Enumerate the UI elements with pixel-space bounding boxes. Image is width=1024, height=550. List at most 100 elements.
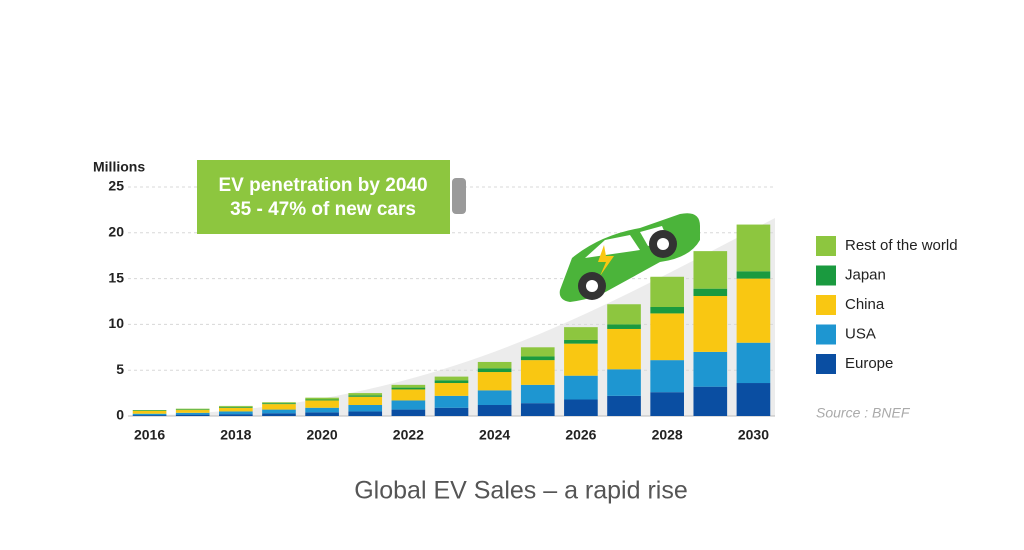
legend-label: USA (845, 325, 876, 342)
bar-segment (736, 278, 771, 343)
bar-segment (607, 369, 641, 396)
x-tick-label: 2024 (479, 427, 510, 443)
bar-segment (477, 361, 512, 369)
bar-segment (564, 339, 598, 344)
bar-segment (175, 414, 210, 416)
car-icon (559, 213, 700, 302)
bar-segment (348, 405, 383, 412)
bar-segment (564, 399, 598, 416)
bar-segment (305, 412, 339, 416)
bar-segment (348, 393, 383, 396)
bar-segment (693, 351, 728, 387)
bar-segment (693, 251, 728, 289)
x-tick-label: 2028 (652, 427, 683, 443)
bar-segment (650, 392, 684, 416)
bar-segment (607, 304, 641, 325)
legend-label: Japan (845, 266, 886, 283)
bar-segment (693, 386, 728, 416)
x-tick-label: 2016 (134, 427, 165, 443)
bar-segment (693, 288, 728, 297)
bar-segment (520, 403, 555, 416)
legend-label: Europe (845, 355, 893, 372)
bar-segment (477, 372, 512, 391)
bar-segment (391, 409, 426, 416)
legend-swatch (816, 295, 836, 315)
bar-segment (650, 360, 684, 393)
bar-segment (607, 328, 641, 370)
bar-segment (175, 408, 210, 410)
bar-segment (305, 399, 339, 401)
y-tick-label: 25 (108, 178, 124, 194)
bar-segment (520, 356, 555, 361)
bar-segment (219, 406, 253, 408)
legend-swatch (816, 324, 836, 345)
source-note: Source : BNEF (816, 405, 911, 421)
bar-segment (132, 415, 167, 416)
y-tick-label: 15 (108, 269, 124, 285)
bar-segment (219, 414, 253, 416)
callout-line: EV penetration by 2040 (218, 175, 427, 196)
bar-segment (650, 313, 684, 361)
bar-segment (175, 412, 210, 415)
bar-segment (736, 224, 771, 272)
y-tick-label: 10 (108, 315, 124, 331)
bar-segment (219, 405, 253, 407)
bar-segment (736, 342, 771, 384)
bar-segment (348, 396, 383, 406)
legend-swatch (816, 236, 836, 256)
bar-segment (693, 296, 728, 352)
bar-segment (736, 383, 771, 416)
bar-segment (262, 404, 296, 410)
bar-segment (262, 413, 296, 416)
callout-box (197, 160, 450, 234)
bar-segment (219, 411, 253, 415)
bar-segment (520, 347, 555, 357)
legend-label: China (845, 296, 885, 313)
bar-segment (434, 376, 469, 381)
bar-segment (391, 389, 426, 401)
x-tick-label: 2030 (738, 427, 769, 443)
bar-segment (391, 384, 426, 388)
bar-segment (434, 383, 469, 396)
bar-segment (262, 402, 296, 404)
legend-swatch (816, 265, 836, 286)
bar-segment (477, 405, 512, 416)
bar-segment (564, 327, 598, 340)
y-tick-label: 20 (108, 224, 124, 240)
x-tick-label: 2020 (307, 427, 338, 443)
caption: Global EV Sales – a rapid rise (354, 477, 688, 505)
bar-segment (520, 360, 555, 385)
bar-segment (564, 343, 598, 376)
bar-segment (348, 395, 383, 397)
x-tick-label: 2022 (393, 427, 424, 443)
bar-segment (348, 411, 383, 416)
legend-swatch (816, 354, 836, 374)
bar-segment (520, 384, 555, 404)
bar-segment (434, 395, 469, 408)
bar-segment (175, 410, 210, 413)
x-tick-label: 2026 (565, 427, 596, 443)
legend-label: Rest of the world (845, 237, 958, 254)
bar-segment (650, 306, 684, 314)
bar-segment (305, 397, 339, 400)
bar-segment (650, 276, 684, 307)
bar-segment (564, 375, 598, 400)
bar-segment (262, 409, 296, 414)
y-axis-label: Millions (93, 159, 145, 175)
bar-segment (434, 407, 469, 416)
bar-segment (607, 324, 641, 329)
bar-segment (391, 400, 426, 410)
bar-segment (477, 368, 512, 373)
callout-line: 35 - 47% of new cars (230, 199, 416, 220)
bar-segment (132, 413, 167, 416)
bar-segment (132, 410, 167, 414)
bar-segment (434, 380, 469, 384)
x-tick-label: 2018 (220, 427, 251, 443)
bar-segment (736, 271, 771, 279)
bar-segment (305, 407, 339, 413)
y-tick-label: 0 (116, 407, 124, 423)
bar-segment (262, 403, 296, 405)
bar-segment (391, 387, 426, 390)
bar-segment (305, 400, 339, 408)
